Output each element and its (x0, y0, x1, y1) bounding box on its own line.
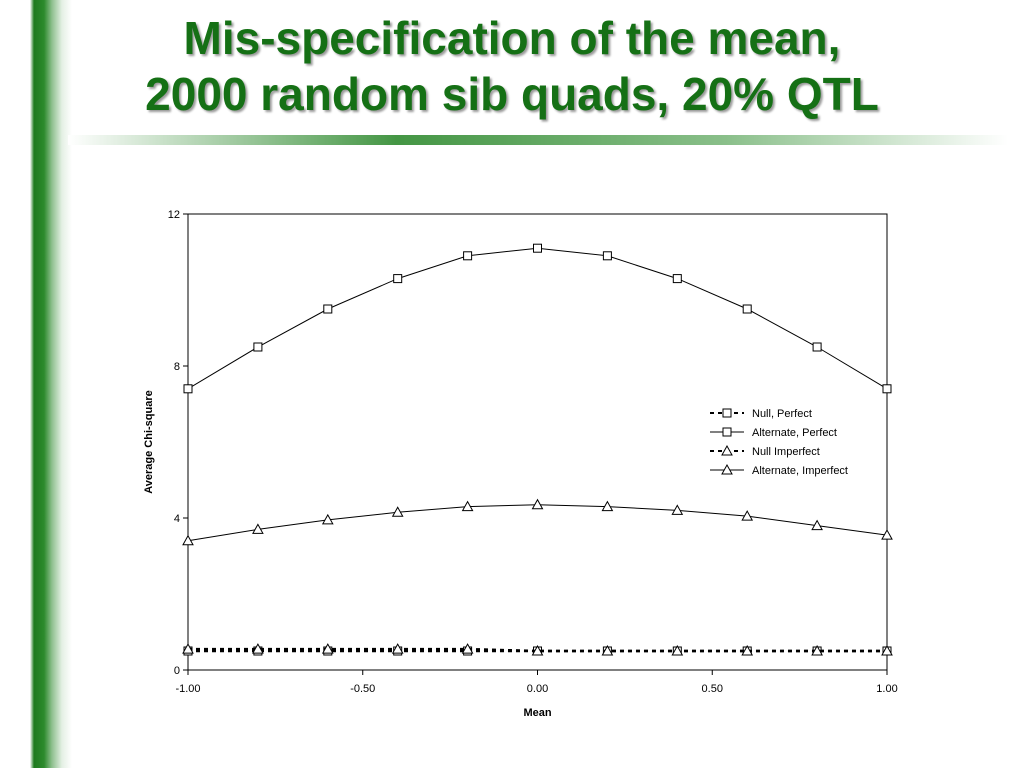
slide-title-line-1: Mis-specification of the mean, (183, 12, 841, 64)
series-2 (183, 243, 892, 394)
legend-item: Alternate, Perfect (710, 427, 837, 439)
data-point (741, 644, 754, 656)
legend-marker (721, 444, 733, 456)
data-point (601, 644, 614, 656)
y-tick-label: 0 (174, 665, 180, 677)
legend-marker (721, 463, 733, 475)
data-point (321, 643, 334, 654)
data-point (461, 643, 474, 654)
data-point (812, 342, 822, 352)
data-point (393, 274, 403, 284)
data-point (252, 523, 264, 534)
data-point (321, 513, 334, 525)
y-tick-label: 4 (174, 513, 180, 525)
data-point (742, 304, 752, 314)
data-point (182, 534, 194, 546)
data-point (672, 274, 682, 284)
legend-label: Null Imperfect (752, 446, 820, 458)
x-axis-title: Mean (523, 707, 551, 719)
legend-marker (722, 408, 732, 418)
data-point (533, 243, 542, 253)
data-point (671, 504, 684, 515)
plot-frame (187, 213, 888, 671)
title-underline (68, 135, 1008, 145)
y-tick-label: 8 (174, 361, 180, 373)
data-point (602, 251, 612, 261)
data-point (182, 643, 194, 654)
data-point (671, 644, 684, 656)
data-point (811, 519, 823, 531)
legend-label: Alternate, Imperfect (752, 465, 848, 477)
line-chart: 0 4 8 12 -1.00 -0.50 0.00 0.50 1.00 Null, Perfec… (143, 209, 898, 719)
chart-axes: 0 4 8 12 -1.00 -0.50 0.00 0.50 1.00 (168, 209, 898, 695)
data-point (323, 304, 333, 314)
data-point (252, 643, 264, 654)
legend-label: Null, Perfect (752, 408, 812, 420)
x-tick-label: 0.50 (702, 683, 723, 695)
legend-marker (722, 427, 732, 437)
legend-label: Alternate, Perfect (752, 427, 837, 439)
series-3 (182, 643, 893, 656)
x-tick-label: 0.00 (527, 683, 548, 695)
left-accent-bar (0, 0, 72, 768)
data-point (882, 384, 892, 394)
legend-item: Null Imperfect (710, 444, 820, 458)
x-tick-label: 1.00 (876, 683, 897, 695)
data-point (811, 644, 823, 656)
slide-title-line-2: 2000 random sib quads, 20% QTL (145, 68, 879, 120)
data-point (531, 644, 544, 656)
chart-series (182, 243, 893, 656)
data-point (881, 644, 893, 656)
x-tick-label: -1.00 (175, 683, 200, 695)
legend-item: Null, Perfect (710, 408, 812, 420)
series-line (187, 247, 888, 390)
legend-item: Alternate, Imperfect (710, 463, 848, 477)
x-tick-label: -0.50 (350, 683, 375, 695)
y-tick-label: 12 (168, 209, 180, 221)
data-point (881, 529, 893, 540)
data-point (531, 498, 544, 510)
slide-title: Mis-specification of the mean, 2000 rand… (72, 10, 952, 122)
y-axis-title: Average Chi-square (143, 390, 155, 494)
data-point (391, 643, 404, 654)
data-point (741, 510, 754, 521)
data-point (391, 506, 404, 517)
data-point (463, 251, 473, 261)
chart-legend: Null, Perfect Alternate, Perfect Null Impe… (710, 408, 848, 477)
series-4 (182, 498, 893, 546)
data-point (253, 342, 263, 352)
data-point (183, 384, 193, 394)
data-point (461, 500, 474, 512)
series-line (187, 504, 888, 542)
data-point (601, 500, 614, 512)
